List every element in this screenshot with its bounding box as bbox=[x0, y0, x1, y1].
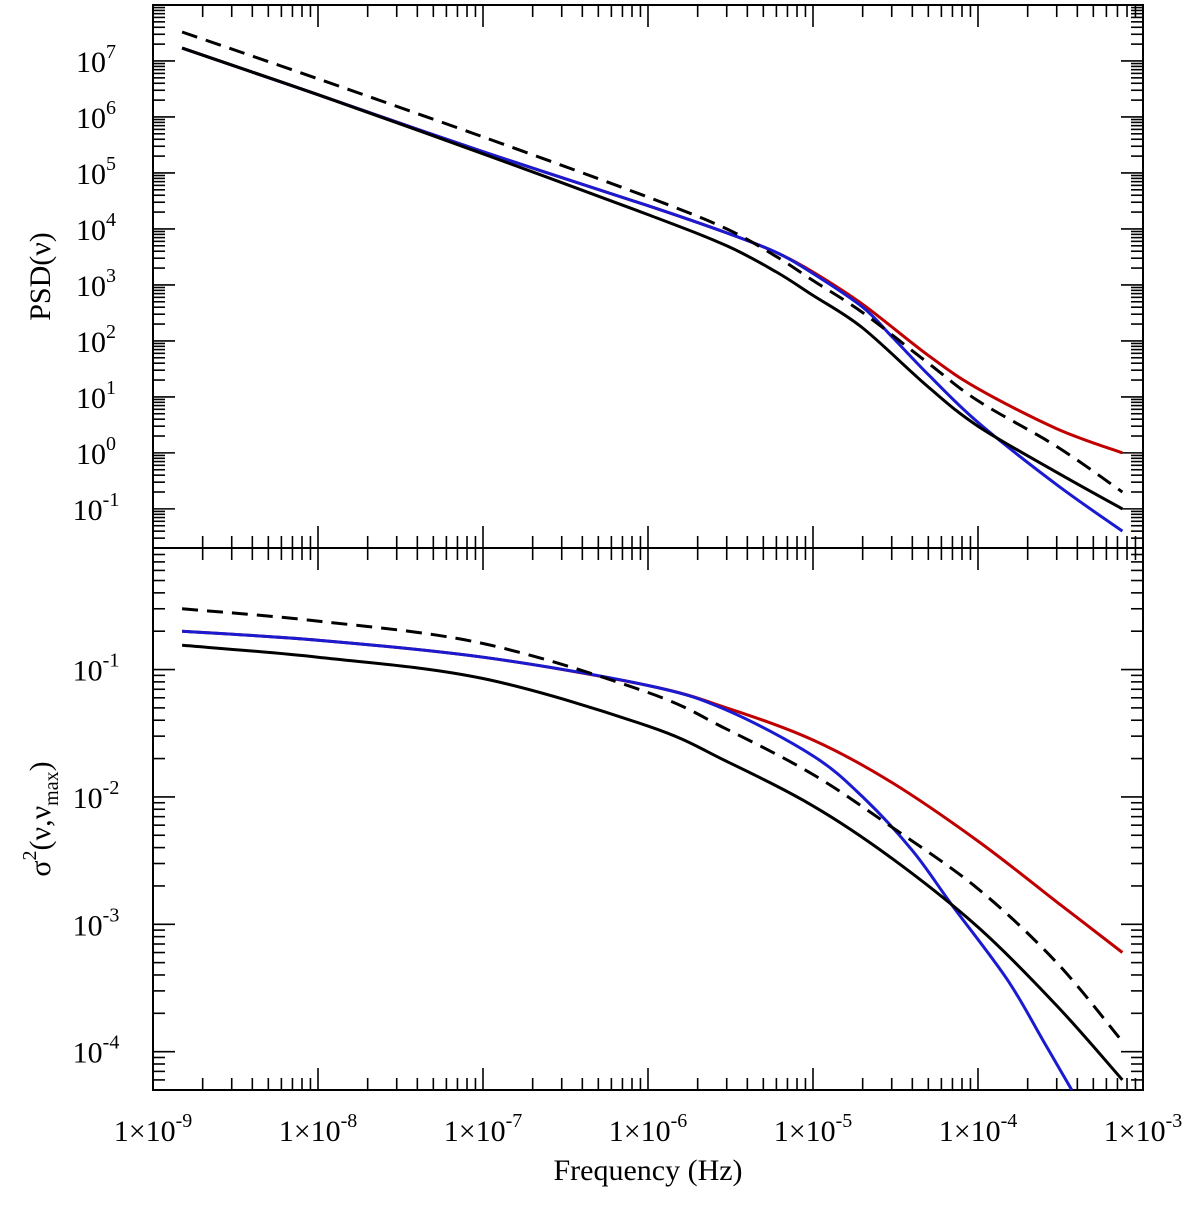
y-tick-label: 102 bbox=[76, 321, 116, 359]
top-y-axis-label: PSD(ν) bbox=[24, 232, 57, 321]
y-tick-label: 107 bbox=[76, 41, 116, 79]
y-tick-label: 104 bbox=[76, 209, 116, 247]
y-tick-label: 105 bbox=[76, 153, 116, 191]
y-tick-label: 100 bbox=[76, 433, 116, 471]
x-tick-labels: 1×10-9 1×10-8 1×10-7 1×10-6 1×10-5 1×10-4 1×10… bbox=[114, 1110, 1183, 1148]
bottom-series-black-dashed bbox=[181, 607, 1124, 1043]
x-tick-label: 1×10-3 bbox=[1104, 1110, 1183, 1148]
x-tick-label: 1×10-5 bbox=[774, 1110, 853, 1148]
psd-panel: 10-1 100 101 102 103 104 105 106 107 PSD(ν) bbox=[24, 4, 1144, 549]
y-tick-label: 10-1 bbox=[73, 489, 120, 527]
y-tick-label: 10-2 bbox=[73, 777, 120, 815]
variance-panel: 10-4 10-3 10-2 10-1 σ2(ν,νmax) bbox=[19, 547, 1144, 1091]
bottom-series-black-solid bbox=[181, 643, 1124, 1081]
bottom-y-axis-label: σ2(ν,νmax) bbox=[19, 761, 63, 876]
y-tick-label: 10-4 bbox=[73, 1032, 120, 1070]
top-series-black-dashed bbox=[181, 30, 1124, 494]
x-tick-label: 1×10-7 bbox=[444, 1110, 523, 1148]
bottom-series-blue-solid bbox=[182, 629, 1074, 1090]
y-tick-label: 10-3 bbox=[73, 904, 120, 942]
y-tick-label: 103 bbox=[76, 265, 116, 303]
x-tick-label: 1×10-6 bbox=[609, 1110, 688, 1148]
y-tick-label: 106 bbox=[76, 97, 116, 135]
x-tick-label: 1×10-8 bbox=[279, 1110, 358, 1148]
y-tick-label: 10-1 bbox=[73, 650, 120, 688]
x-tick-label: 1×10-4 bbox=[939, 1110, 1018, 1148]
y-tick-label: 101 bbox=[76, 377, 116, 415]
x-tick-label: 1×10-9 bbox=[114, 1110, 193, 1148]
top-series-black-solid bbox=[181, 46, 1124, 511]
x-axis-label: Frequency (Hz) bbox=[553, 1154, 742, 1187]
